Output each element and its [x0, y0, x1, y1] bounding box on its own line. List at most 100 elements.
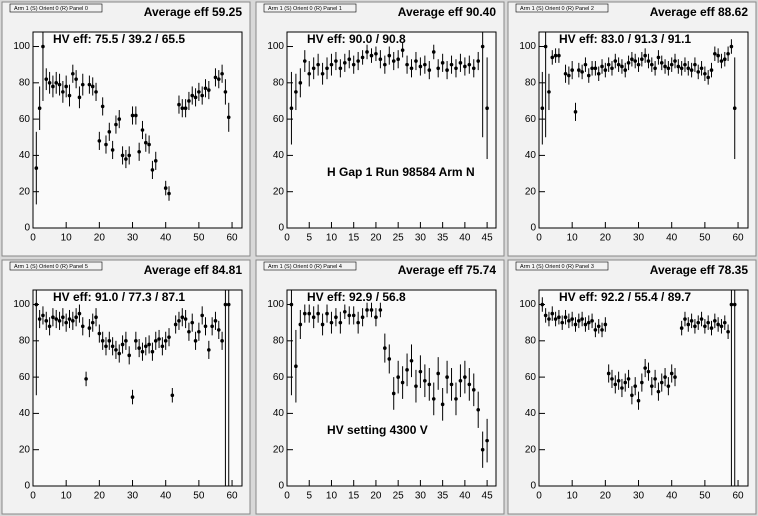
label-box — [263, 261, 357, 271]
point — [570, 317, 574, 321]
point — [463, 375, 467, 379]
point — [347, 313, 352, 318]
x-tick-label: 10 — [326, 233, 338, 244]
point — [54, 81, 59, 85]
point — [187, 329, 191, 334]
point — [351, 313, 356, 318]
panel-label: Arm 1 (S) Orient 0 (R) Panel 4 — [268, 264, 342, 270]
point — [706, 75, 710, 80]
y-tick-label: 80 — [273, 335, 285, 346]
point — [620, 64, 624, 69]
point — [338, 320, 343, 325]
point — [636, 398, 641, 403]
point — [150, 168, 155, 172]
point — [630, 57, 634, 62]
point — [74, 315, 78, 320]
point — [729, 44, 734, 49]
point — [329, 62, 334, 67]
point — [183, 317, 188, 321]
y-tick-label: 0 — [24, 481, 30, 492]
point — [616, 62, 621, 67]
point — [124, 157, 128, 161]
point — [603, 68, 608, 72]
point — [643, 366, 647, 370]
point — [696, 70, 701, 74]
point — [391, 59, 396, 63]
point — [110, 148, 115, 152]
point — [653, 66, 657, 71]
point — [726, 329, 730, 334]
point — [553, 317, 558, 321]
point — [97, 331, 102, 336]
point — [294, 364, 298, 369]
point — [593, 66, 598, 71]
point — [673, 375, 677, 379]
y-tick-label: 0 — [278, 223, 284, 234]
point — [207, 348, 211, 352]
point — [485, 438, 489, 443]
point — [610, 66, 614, 71]
plot-frame — [32, 289, 243, 487]
x-tick-label: 30 — [127, 233, 139, 244]
y-tick-label: 40 — [525, 150, 537, 161]
point — [90, 84, 95, 89]
point — [593, 328, 598, 332]
point — [666, 66, 671, 71]
point — [431, 397, 436, 401]
point — [633, 384, 638, 388]
point — [383, 346, 387, 350]
point — [307, 311, 312, 316]
point — [550, 311, 555, 316]
x-tick-label: 30 — [415, 491, 427, 502]
y-tick-label: 0 — [24, 223, 30, 234]
point — [87, 82, 92, 87]
point — [577, 68, 581, 72]
annotation: HV setting 4300 V — [327, 423, 428, 437]
y-tick-label: 100 — [267, 41, 284, 52]
point — [583, 322, 588, 327]
point — [673, 59, 677, 63]
y-tick-label: 20 — [525, 444, 537, 455]
point — [400, 380, 405, 385]
point — [378, 57, 383, 62]
point — [550, 55, 555, 60]
x-tick-label: 20 — [94, 491, 106, 502]
point — [187, 99, 191, 103]
point — [51, 315, 55, 320]
point — [207, 88, 211, 92]
point — [636, 62, 641, 67]
point — [369, 53, 374, 58]
x-tick-label: 5 — [306, 233, 312, 244]
y-tick-label: 80 — [525, 77, 537, 88]
point — [676, 64, 681, 69]
point — [216, 328, 221, 332]
point — [646, 369, 651, 374]
point — [418, 369, 423, 374]
point — [153, 159, 158, 163]
y-tick-label: 40 — [19, 408, 31, 419]
point — [117, 117, 122, 121]
hv-eff: HV eff: 92.9 / 56.8 — [307, 290, 406, 304]
point — [130, 113, 135, 118]
point — [449, 62, 454, 67]
point — [57, 82, 62, 87]
point — [369, 308, 374, 312]
point — [203, 86, 208, 91]
point — [480, 447, 485, 452]
point — [454, 66, 458, 71]
x-tick-label: 40 — [666, 233, 678, 244]
hv-eff: HV eff: 91.0 / 77.3 / 87.1 — [53, 290, 185, 304]
point — [351, 62, 356, 67]
average-eff: Average eff 84.81 — [144, 263, 243, 277]
average-eff: Average eff 75.74 — [398, 263, 497, 277]
point — [90, 320, 95, 325]
x-tick-label: 15 — [348, 233, 360, 244]
point — [669, 62, 674, 67]
y-tick-label: 100 — [13, 299, 30, 310]
point — [683, 62, 687, 67]
average-eff: Average eff 88.62 — [650, 5, 749, 19]
point — [663, 64, 667, 69]
point — [180, 106, 185, 111]
y-tick-label: 100 — [13, 41, 30, 52]
point — [134, 113, 138, 118]
